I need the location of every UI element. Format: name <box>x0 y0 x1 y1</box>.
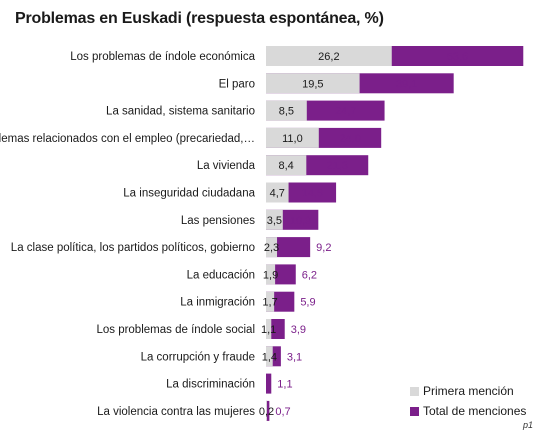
value-total-1: 39,1 <box>396 78 417 90</box>
value-total-3: 24,0 <box>339 133 360 145</box>
value-first-13: 0,2 <box>259 406 274 418</box>
bar-first-2 <box>266 100 307 121</box>
value-total-12: 1,1 <box>277 379 292 391</box>
value-first-9: 1,7 <box>262 297 277 309</box>
value-first-4: 8,4 <box>279 160 294 172</box>
legend-swatch-first <box>410 386 419 396</box>
bar-first-7 <box>266 237 278 258</box>
bar-total-13 <box>266 400 270 421</box>
value-first-0: 26,2 <box>318 51 339 63</box>
legend-item-first: Primera mención <box>410 381 526 401</box>
value-total-8: 6,2 <box>302 269 317 281</box>
legend-item-total: Total de menciones <box>410 401 526 421</box>
category-label-10: Los problemas de índole social <box>96 324 255 336</box>
bar-first-11 <box>266 346 273 367</box>
bar-first-6 <box>266 209 283 230</box>
category-label-8: La educación <box>187 269 255 281</box>
bar-first-9 <box>266 291 275 312</box>
category-label-11: La corrupción y fraude <box>141 351 255 363</box>
value-first-3: 11,0 <box>282 133 303 145</box>
value-total-9: 5,9 <box>300 297 315 309</box>
legend-label-total: Total de menciones <box>423 404 527 418</box>
bar-first-13 <box>266 400 267 421</box>
category-label-13: La violencia contra las mujeres <box>97 406 255 418</box>
value-first-2: 8,5 <box>279 106 294 118</box>
bar-total-12 <box>266 373 272 394</box>
value-first-5: 4,7 <box>270 188 285 200</box>
category-label-1: El paro <box>219 78 255 90</box>
value-total-2: 24,7 <box>335 106 356 118</box>
bar-first-10 <box>266 319 272 339</box>
category-label-12: La discriminación <box>166 379 255 391</box>
value-total-10: 3,9 <box>291 324 306 336</box>
category-label-3: Problemas relacionados con el empleo (pr… <box>0 133 255 145</box>
value-total-6: 10,9 <box>290 215 311 227</box>
category-label-0: Los problemas de índole económica <box>70 51 255 63</box>
category-label-2: La sanidad, sistema sanitario <box>106 106 255 118</box>
category-label-4: La vivienda <box>197 160 256 172</box>
value-total-11: 3,1 <box>287 351 302 363</box>
category-label-6: Las pensiones <box>181 215 255 227</box>
legend-label-first: Primera mención <box>423 384 514 398</box>
category-label-5: La inseguridad ciudadana <box>123 188 255 200</box>
bar-first-0 <box>266 46 392 66</box>
bar-first-5 <box>266 182 289 203</box>
bar-first-1 <box>266 73 360 94</box>
value-first-6: 3,5 <box>267 215 282 227</box>
bar-first-3 <box>266 127 319 148</box>
value-total-13: 0,7 <box>275 406 290 418</box>
bar-first-8 <box>266 264 276 285</box>
category-label-9: La inmigración <box>180 297 255 309</box>
value-first-10: 1,1 <box>261 324 276 336</box>
value-total-0: 53,6 <box>447 51 468 63</box>
legend: Primera mención Total de menciones <box>410 381 526 421</box>
source-note: p1 <box>522 420 533 430</box>
category-label-7: La clase política, los partidos político… <box>11 242 255 254</box>
value-total-5: 14,6 <box>302 188 323 200</box>
bar-first-4 <box>266 155 307 176</box>
legend-swatch-total <box>410 406 419 416</box>
chart-title: Problemas en Euskadi (respuesta espontán… <box>15 10 384 27</box>
value-total-4: 21,3 <box>327 160 348 172</box>
value-first-7: 2,3 <box>264 242 279 254</box>
value-total-7: 9,2 <box>316 242 331 254</box>
value-first-1: 19,5 <box>302 78 323 90</box>
value-first-8: 1,9 <box>263 269 278 281</box>
value-first-11: 1,4 <box>262 351 277 363</box>
